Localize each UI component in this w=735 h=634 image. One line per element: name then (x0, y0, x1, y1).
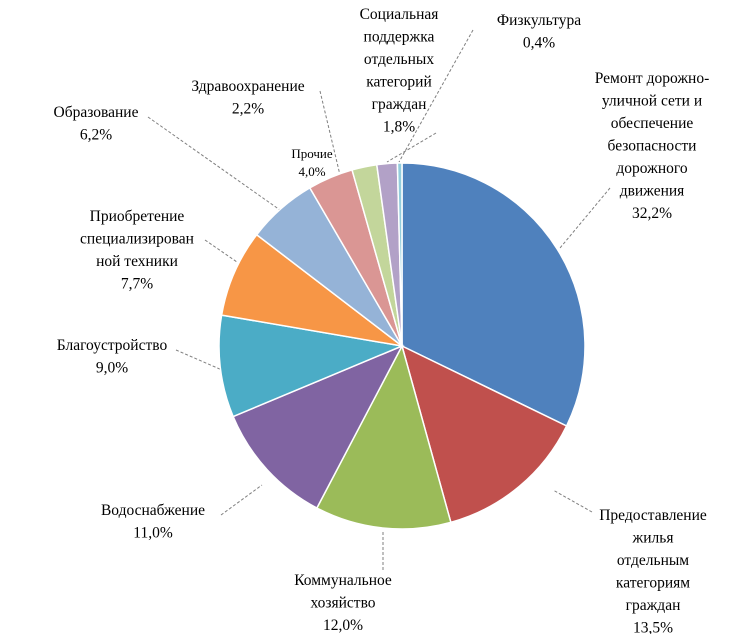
pie-slice (401, 162, 586, 427)
slice-label: Здравоохранение 2,2% (191, 78, 304, 118)
slice-label: Приобретение специализирован ной техники 7,… (80, 208, 194, 293)
leader-line (552, 489, 593, 513)
leader-line (386, 132, 437, 163)
slice-label: Образование 6,2% (54, 104, 139, 144)
slice-label: Водоснабжение 11,0% (101, 502, 205, 542)
leader-line (559, 187, 611, 249)
pie-slice (218, 314, 405, 418)
leader-line (398, 29, 474, 163)
pie-slice (400, 344, 568, 524)
slice-label: Прочие 4,0% (291, 146, 333, 179)
slice-label: Физкультура 0,4% (497, 12, 581, 52)
pie-slice (315, 343, 452, 530)
leader-line (319, 90, 341, 176)
leader-line (147, 116, 281, 211)
slice-label: Социальная поддержка отдельных категорий гра… (360, 6, 439, 136)
slice-label: Благоустройство 9,0% (57, 337, 168, 377)
slice-label: Коммунальное хозяйство 12,0% (294, 572, 392, 634)
pie-slice (232, 344, 404, 510)
leader-line (220, 484, 263, 516)
pie-slice (396, 162, 403, 347)
slice-label: Ремонт дорожно-уличной сети и обеспечение… (595, 70, 709, 222)
leader-line (204, 239, 238, 263)
leader-line (175, 349, 223, 371)
slice-label: Предоставление жилья отдельным категориям гр… (599, 507, 707, 634)
